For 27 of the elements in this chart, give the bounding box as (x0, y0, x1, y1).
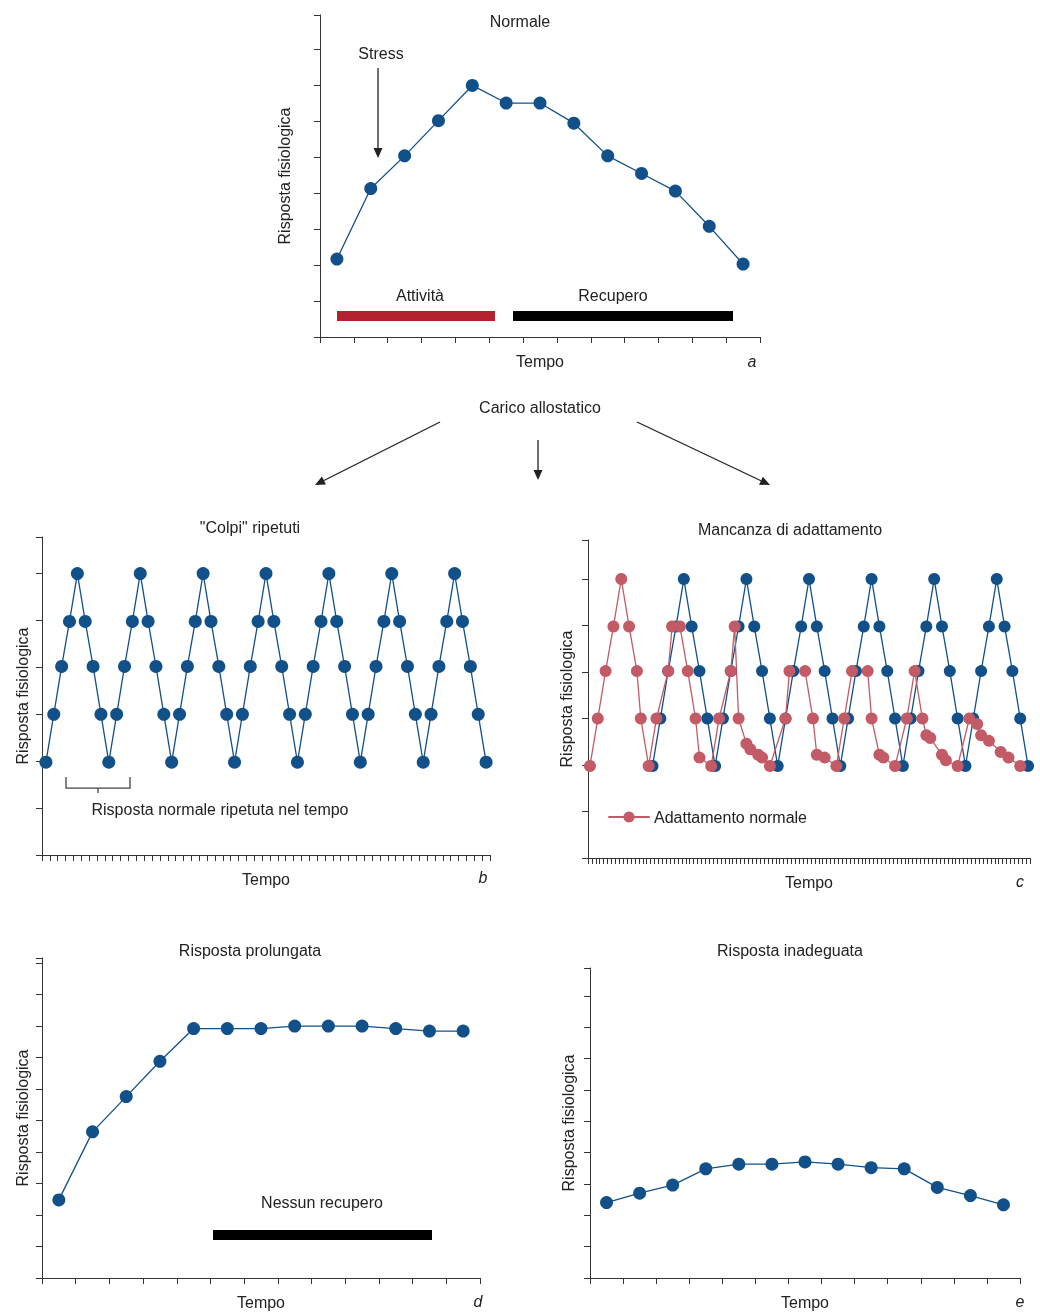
x-axis-title: Tempo (784, 873, 834, 891)
text: a (747, 353, 757, 371)
chart-title: Mancanza di adattamento (697, 520, 883, 538)
text: Carico allostatico (479, 399, 601, 417)
x-axis-title: Tempo (780, 1293, 830, 1311)
chart-title: "Colpi" ripetuti (199, 518, 301, 536)
chart-title: Risposta inadeguata (717, 941, 864, 959)
x-axis-title: Tempo (515, 352, 565, 370)
y-axis-title: Risposta fisiologica (13, 627, 31, 765)
annotation: Nessun recupero (261, 1194, 383, 1212)
text: c (1016, 873, 1024, 891)
annotation: Risposta normale ripetuta nel tempo (91, 801, 349, 819)
x-axis-title: Tempo (236, 1293, 286, 1311)
legend-label: Adattamento normale (654, 808, 808, 826)
y-axis-title: Risposta fisiologica (13, 1049, 31, 1187)
y-axis-title: Risposta fisiologica (559, 1054, 577, 1192)
annotation: Recupero (578, 287, 648, 305)
text: b (478, 869, 488, 887)
x-axis-title: Tempo (241, 870, 291, 888)
text: e (1015, 1293, 1025, 1311)
chart-title: Normale (489, 12, 551, 30)
text: Stress (358, 45, 404, 63)
y-axis-title: Risposta fisiologica (275, 107, 293, 245)
annotation: Attività (395, 287, 445, 305)
text: d (473, 1293, 483, 1311)
y-axis-title: Risposta fisiologica (557, 630, 575, 768)
chart-title: Risposta prolungata (178, 941, 322, 959)
